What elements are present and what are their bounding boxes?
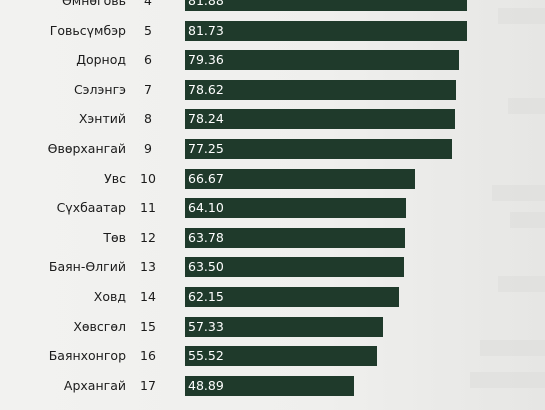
background-bleed-band xyxy=(492,185,545,201)
bar-value-label: 81.73 xyxy=(188,22,224,38)
region-label: Дорнод xyxy=(76,52,126,68)
bar xyxy=(185,50,459,71)
region-label: Говьсүмбэр xyxy=(49,22,126,38)
rank-label: 14 xyxy=(140,289,156,304)
bar-value-label: 57.33 xyxy=(188,318,224,334)
background-bleed-band xyxy=(498,276,545,292)
bar xyxy=(185,198,406,219)
rank-label: 8 xyxy=(144,111,152,127)
bar-value-label: 78.62 xyxy=(188,81,224,97)
rank-label: 9 xyxy=(144,141,152,156)
bar-value-label: 48.89 xyxy=(188,377,224,393)
region-label: Ховд xyxy=(93,289,126,304)
background-bleed-band xyxy=(470,372,545,388)
region-label: Архангай xyxy=(63,377,126,393)
bar-value-label: 63.78 xyxy=(188,229,224,245)
region-label: Өмнөговь xyxy=(61,0,126,8)
rank-label: 7 xyxy=(144,81,152,97)
bar xyxy=(185,257,404,278)
bar-value-label: 79.36 xyxy=(188,52,224,68)
background-bleed-band xyxy=(480,340,545,356)
rank-label: 5 xyxy=(144,22,152,38)
bar-value-label: 81.88 xyxy=(188,0,224,8)
bar xyxy=(185,346,377,367)
region-label: Хэнтий xyxy=(78,111,126,127)
bar-value-label: 63.50 xyxy=(188,259,224,275)
bar xyxy=(185,168,415,189)
rank-label: 6 xyxy=(144,52,152,68)
region-label: Увс xyxy=(104,170,126,186)
bar xyxy=(185,375,354,396)
bar xyxy=(185,79,456,100)
region-label: Баян-Өлгий xyxy=(48,259,126,275)
region-label: Сүхбаатар xyxy=(56,200,126,216)
bar-value-label: 66.67 xyxy=(188,170,224,186)
background-bleed-band xyxy=(508,98,545,114)
region-label: Төв xyxy=(103,229,126,245)
bar xyxy=(185,139,452,159)
rank-label: 11 xyxy=(140,200,156,216)
rank-label: 13 xyxy=(140,259,156,275)
bar xyxy=(185,287,399,307)
rank-label: 16 xyxy=(140,348,156,364)
region-label: Хөвсгөл xyxy=(73,318,126,334)
bar-value-label: 55.52 xyxy=(188,348,224,364)
background-bleed-band xyxy=(498,8,545,24)
rank-label: 15 xyxy=(140,318,156,334)
bar-value-label: 62.15 xyxy=(188,289,224,304)
bar xyxy=(185,227,405,248)
rank-label: 17 xyxy=(140,377,156,393)
bar-value-label: 77.25 xyxy=(188,141,224,156)
background-bleed-band xyxy=(510,212,545,228)
rank-label: 4 xyxy=(144,0,152,8)
bar-value-label: 64.10 xyxy=(188,200,224,216)
region-label: Сэлэнгэ xyxy=(73,81,126,97)
rank-label: 12 xyxy=(140,229,156,245)
bar xyxy=(185,316,383,337)
bar xyxy=(185,20,467,41)
region-label: Баянхонгор xyxy=(48,348,126,364)
rank-label: 10 xyxy=(140,170,156,186)
bar xyxy=(185,109,455,130)
bar xyxy=(185,0,467,11)
region-label: Өвөрхангай xyxy=(47,141,126,156)
bar-value-label: 78.24 xyxy=(188,111,224,127)
